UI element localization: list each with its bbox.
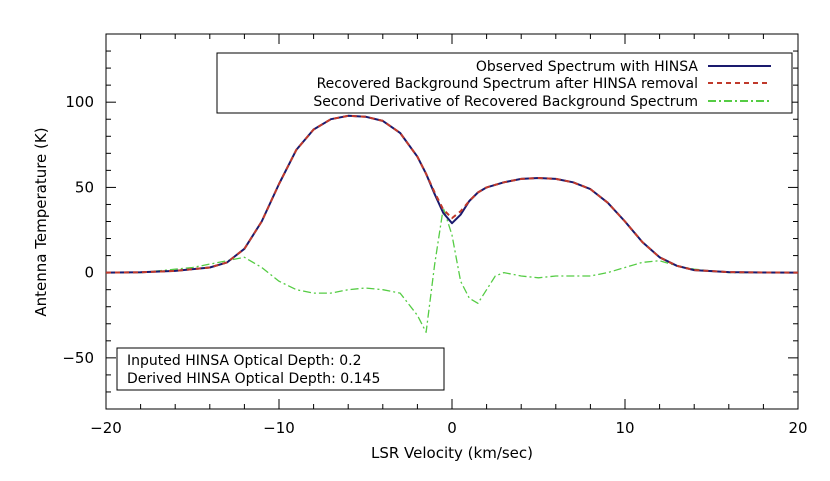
x-axis-title: LSR Velocity (km/sec) xyxy=(371,444,533,462)
series-layer xyxy=(105,114,799,333)
legend-box xyxy=(216,52,793,114)
x-tick-label: −20 xyxy=(90,419,122,437)
tick-labels: −20 −10 0 10 20 −50 0 50 100 xyxy=(62,93,807,437)
legend-label-observed: Observed Spectrum with HINSA xyxy=(476,59,699,75)
series-derivative-line xyxy=(106,207,798,333)
y-tick-label: 100 xyxy=(65,93,94,111)
info-derived-depth: Derived HINSA Optical Depth: 0.145 xyxy=(127,371,380,387)
y-axis-title: Antenna Temperature (K) xyxy=(32,127,50,316)
y-tick-label: 0 xyxy=(84,264,94,282)
series-recovered-line xyxy=(105,114,799,274)
x-tick-label: 20 xyxy=(788,419,807,437)
y-tick-label: −50 xyxy=(62,349,94,367)
series-observed-line xyxy=(105,114,799,274)
x-tick-label: −10 xyxy=(263,419,295,437)
info-box: Inputed HINSA Optical Depth: 0.2 Derived… xyxy=(116,347,445,391)
x-tick-label: 10 xyxy=(615,419,634,437)
tick-marks xyxy=(105,34,799,409)
legend-label-derivative: Second Derivative of Recovered Backgroun… xyxy=(313,94,698,110)
x-tick-label: 0 xyxy=(447,419,457,437)
info-inputed-depth: Inputed HINSA Optical Depth: 0.2 xyxy=(127,353,361,369)
legend-label-recovered: Recovered Background Spectrum after HINS… xyxy=(317,76,698,92)
legend: Observed Spectrum with HINSA Recovered B… xyxy=(216,52,793,114)
info-box-frame xyxy=(116,347,445,391)
y-tick-label: 50 xyxy=(75,178,94,196)
